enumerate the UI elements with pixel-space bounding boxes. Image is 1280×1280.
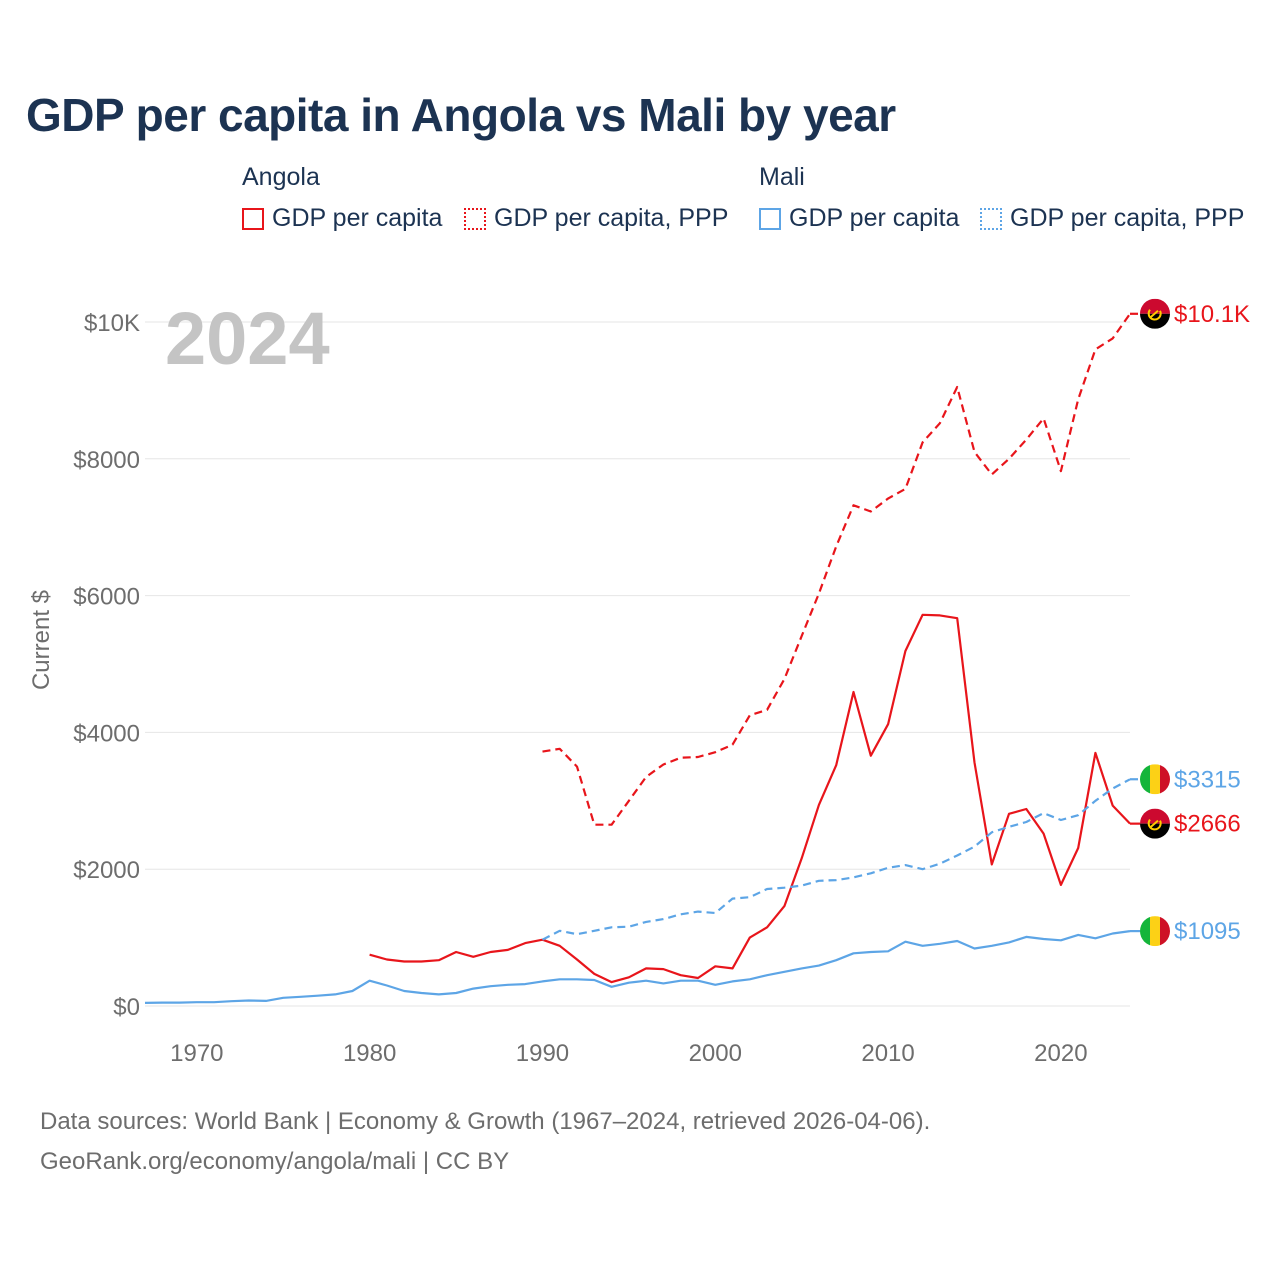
source-url[interactable]: GeoRank.org/economy/angola/mali | CC BY xyxy=(40,1148,510,1175)
legend-swatch-angola-gdp xyxy=(242,207,264,230)
y-tick-label: $8000 xyxy=(73,447,140,474)
x-tick-label: 2010 xyxy=(861,1040,914,1067)
series-line-angola-solid xyxy=(369,613,1131,984)
y-tick-label: $2000 xyxy=(73,857,140,884)
mali-flag-icon xyxy=(1140,764,1170,795)
x-tick-label: 1980 xyxy=(343,1040,396,1067)
chart-title: GDP per capita in Angola vs Mali by year xyxy=(26,89,896,141)
legend-mali-title: Mali xyxy=(759,163,805,191)
x-tick-label: 1990 xyxy=(516,1040,569,1067)
x-tick-label: 2000 xyxy=(689,1040,742,1067)
legend-angola-title: Angola xyxy=(242,163,320,191)
legend-mali-gdp-ppp[interactable]: GDP per capita, PPP xyxy=(980,204,1244,233)
legend-label: GDP per capita, PPP xyxy=(1010,204,1245,232)
x-tick-label: 2020 xyxy=(1034,1040,1087,1067)
y-tick-label: $10K xyxy=(84,310,140,337)
legend-label: GDP per capita xyxy=(789,204,960,232)
end-value-label: $1095 xyxy=(1174,918,1241,945)
y-tick-label: $0 xyxy=(113,994,140,1021)
legend-label: GDP per capita, PPP xyxy=(494,204,729,232)
y-tick-label: $6000 xyxy=(73,584,140,611)
legend-angola-gdp-ppp[interactable]: GDP per capita, PPP xyxy=(464,204,728,233)
angola-flag-icon xyxy=(1140,298,1170,329)
legend-label: GDP per capita xyxy=(272,204,443,232)
x-tick-label: 1970 xyxy=(170,1040,223,1067)
legend-mali-gdp[interactable]: GDP per capita xyxy=(759,204,959,233)
y-tick-label: $4000 xyxy=(73,720,140,747)
legend-swatch-angola-ppp xyxy=(464,207,486,230)
end-value-label: $10.1K xyxy=(1174,301,1250,328)
legend-swatch-mali-gdp xyxy=(759,207,781,230)
year-watermark: 2024 xyxy=(165,297,330,380)
end-value-label: $2666 xyxy=(1174,811,1241,838)
end-value-label: $3315 xyxy=(1174,766,1241,793)
series-line-angola-dashed xyxy=(542,313,1131,826)
legend-swatch-mali-ppp xyxy=(980,207,1002,230)
source-line: Data sources: World Bank | Economy & Gro… xyxy=(40,1108,931,1135)
series-line-mali-solid xyxy=(144,930,1131,1004)
angola-flag-icon xyxy=(1140,808,1170,839)
legend-angola-gdp[interactable]: GDP per capita xyxy=(242,204,442,233)
mali-flag-icon xyxy=(1140,916,1170,947)
series-line-mali-dashed xyxy=(541,778,1131,941)
